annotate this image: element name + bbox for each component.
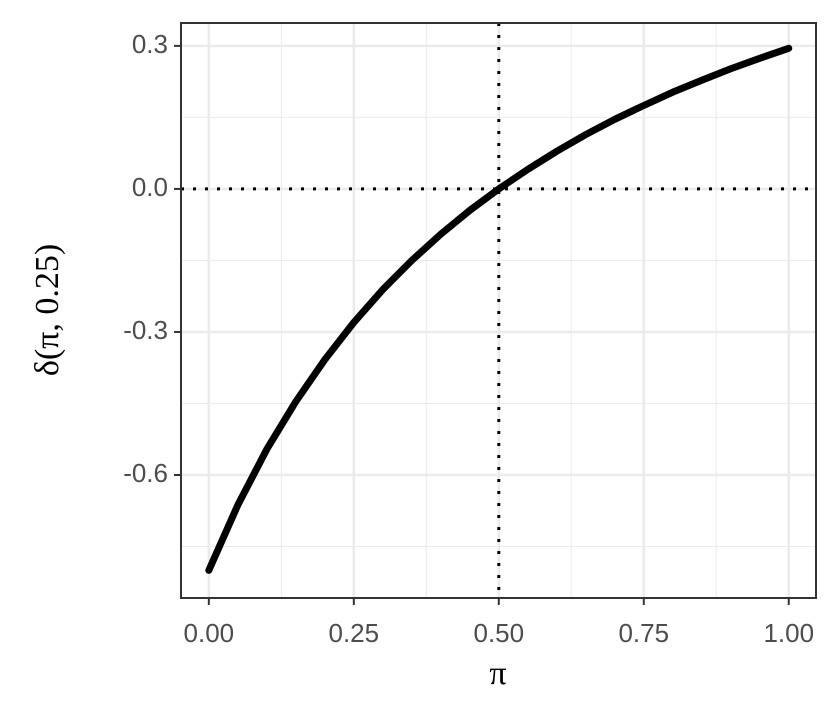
x-tick-label: 1.00 [763,618,814,648]
y-tick-label: -0.3 [123,315,168,345]
y-tick-label: 0.3 [132,29,168,59]
panel-border [180,22,817,599]
x-tick-label: 0.75 [618,618,669,648]
y-axis-title: δ(π, 0.25) [29,244,66,376]
x-tick-label: 0.25 [329,618,380,648]
y-tick-label: -0.6 [123,458,168,488]
data-line [205,44,793,574]
x-axis-title: π [489,655,506,692]
x-tick-label: 0.00 [184,618,235,648]
y-tick-label: 0.0 [132,172,168,202]
x-tick-label: 0.50 [473,618,524,648]
